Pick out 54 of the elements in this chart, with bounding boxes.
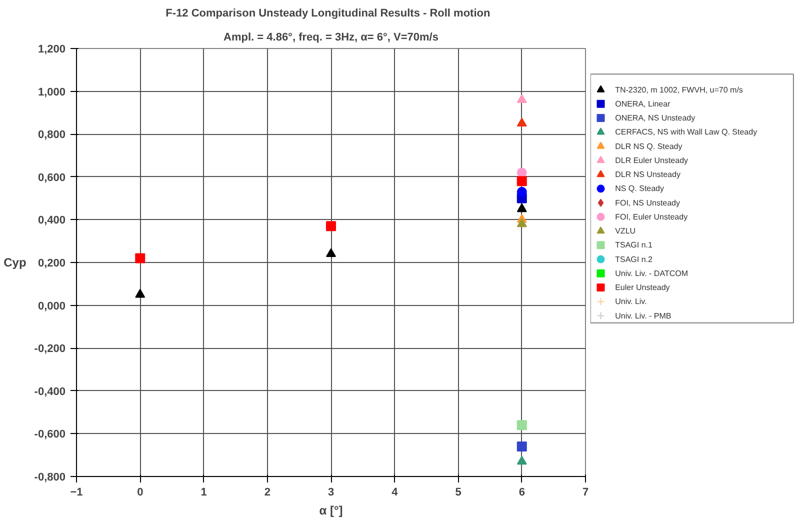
- legend-label: Euler Unsteady: [615, 283, 670, 292]
- point: [516, 456, 527, 465]
- x-tick-label: 7: [582, 486, 589, 498]
- legend-label: TSAGI n.2: [615, 254, 653, 264]
- y-tick-label: -0,200: [34, 343, 66, 356]
- legend-label: VZLU: [615, 226, 636, 236]
- legend-label: Univ. Liv. - DATCOM: [615, 268, 688, 278]
- point: [516, 186, 527, 197]
- chart-subtitle: Ampl. = 4.86°, freq. = 3Hz, α= 6°, V=70m/s: [224, 32, 438, 44]
- point: [516, 118, 527, 126]
- legend-label: TSAGI n.1: [615, 240, 653, 250]
- legend-label: NS Q. Steady: [615, 184, 664, 194]
- y-tick-label: -0,800: [34, 472, 66, 484]
- y-tick-label: -0,400: [34, 386, 66, 398]
- y-tick-label: 0,400: [38, 214, 66, 227]
- y-tick-label: 0,000: [38, 300, 66, 312]
- point: [326, 248, 336, 258]
- x-tick-label: 6: [518, 486, 525, 498]
- legend-label: DLR NS Unsteady: [615, 170, 680, 180]
- y-tick-label: 0,200: [38, 258, 66, 270]
- chart-title: F-12 Comparison Unsteady Longitudinal Results - Roll motion: [166, 8, 490, 20]
- legend-label: FOI, NS Unsteady: [615, 198, 680, 208]
- point: [516, 442, 527, 452]
- x-axis-title: α [°]: [319, 504, 343, 518]
- x-tick-label: 4: [392, 486, 399, 498]
- legend-label: TN-2320, m 1002, FWVH, u=70 m/s: [615, 85, 743, 94]
- legend-label: Univ. Liv. - PMB: [615, 311, 672, 320]
- point: [516, 420, 527, 430]
- legend-label: DLR Euler Unsteady: [615, 156, 688, 165]
- legend-label: ONERA, NS Unsteady: [615, 114, 696, 123]
- x-tick-label: −1: [70, 486, 83, 498]
- legend-label: DLR NS Q. Steady: [615, 142, 682, 151]
- point: [516, 218, 527, 228]
- x-tick-label: 5: [455, 486, 462, 498]
- x-tick-label: 3: [328, 486, 334, 498]
- y-tick-label: -0,600: [34, 428, 66, 441]
- point: [516, 203, 527, 212]
- legend-label: Univ. Liv.: [615, 297, 647, 306]
- legend-label: FOI, Euler Unsteady: [615, 212, 688, 222]
- point: [516, 94, 527, 103]
- point: [516, 176, 527, 186]
- legend-label: ONERA, Linear: [615, 99, 671, 108]
- point: [135, 253, 146, 264]
- x-tick-label: 0: [137, 486, 144, 498]
- x-tick-label: 2: [264, 486, 270, 498]
- point: [135, 288, 146, 298]
- x-tick-label: 1: [200, 486, 207, 498]
- y-tick-label: 1,000: [38, 86, 66, 98]
- legend-label: CERFACS, NS with Wall Law Q. Steady: [615, 128, 758, 137]
- y-tick-label: 0,800: [38, 129, 66, 142]
- point: [326, 221, 336, 232]
- y-tick-label: 0,600: [38, 172, 66, 184]
- y-tick-label: 1,200: [38, 44, 66, 56]
- y-axis-title: Cyp: [4, 256, 26, 270]
